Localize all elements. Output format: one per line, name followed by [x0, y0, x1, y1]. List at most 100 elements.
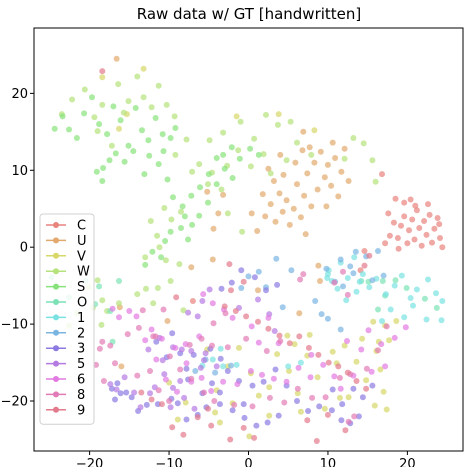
point-C-2: [390, 219, 397, 226]
point-8-27: [340, 268, 346, 275]
point-3-30: [174, 400, 181, 407]
point-S-44: [167, 228, 174, 235]
point-1-4: [391, 282, 398, 289]
point-2-23: [192, 368, 199, 374]
point-W-67: [99, 297, 106, 304]
point-8-5: [177, 366, 184, 373]
series-1: [199, 254, 446, 370]
point-3-35: [128, 394, 135, 401]
legend-box: [39, 213, 95, 425]
point-1-23: [220, 363, 227, 370]
point-9-2: [243, 313, 250, 320]
point-C-14: [423, 231, 430, 238]
point-5-14: [131, 389, 138, 396]
point-1-17: [297, 359, 304, 366]
series-V: [99, 65, 400, 440]
point-1-12: [401, 314, 408, 321]
point-W-25: [260, 151, 267, 158]
point-3-25: [229, 407, 236, 414]
point-8-7: [201, 389, 207, 396]
point-W-5: [115, 81, 122, 88]
point-C-20: [439, 244, 446, 251]
point-3-11: [260, 378, 267, 385]
point-1-21: [217, 345, 224, 352]
point-V-28: [359, 335, 366, 342]
point-8-13: [294, 385, 301, 392]
point-S-38: [247, 145, 254, 152]
y-tick-label: −20: [1, 395, 28, 410]
point-S-0: [51, 125, 58, 132]
point-W-31: [205, 181, 211, 188]
point-3-7: [217, 355, 224, 362]
point-S-13: [145, 137, 152, 144]
point-W-26: [247, 163, 254, 170]
point-2-21: [238, 285, 245, 291]
point-5-30: [191, 405, 198, 412]
point-W-56: [224, 210, 231, 217]
point-9-7: [296, 333, 303, 340]
point-U-10: [301, 192, 308, 199]
point-V-24: [370, 318, 377, 325]
point-O-4: [96, 283, 103, 290]
point-S-25: [155, 161, 162, 168]
legend-label-1: 1: [77, 311, 85, 326]
point-9-25: [180, 431, 187, 438]
point-3-21: [275, 412, 282, 419]
point-W-7: [134, 73, 141, 80]
point-V-10: [266, 384, 273, 391]
point-1-33: [344, 275, 351, 281]
series-U: [113, 55, 352, 370]
point-8-31: [222, 310, 229, 317]
point-W-45: [116, 300, 122, 307]
point-9-5: [276, 332, 283, 339]
point-W-44: [180, 307, 187, 314]
point-W-53: [369, 157, 376, 164]
point-5-10: [147, 390, 153, 397]
point-6-25: [200, 291, 207, 298]
y-tick-label: 20: [11, 87, 28, 102]
point-9-21: [251, 434, 258, 441]
point-S-46: [158, 254, 165, 261]
point-3-41: [169, 330, 176, 337]
point-9-23: [208, 422, 215, 429]
point-S-39: [255, 151, 262, 158]
point-5-21: [255, 296, 261, 303]
legend-label-C: C: [77, 219, 86, 234]
point-8-15: [322, 394, 329, 401]
point-U-11: [304, 170, 311, 177]
point-C-27: [425, 201, 431, 208]
point-5-8: [177, 378, 184, 384]
point-6-30: [255, 339, 262, 346]
point-3-2: [263, 287, 269, 294]
point-V-9: [255, 392, 262, 399]
point-W-40: [162, 257, 169, 264]
point-W-24: [308, 151, 315, 158]
point-W-1: [69, 96, 76, 103]
point-U-50: [317, 278, 323, 284]
legend-marker-5: [53, 360, 59, 367]
point-3-0: [238, 267, 245, 274]
point-5-23: [271, 328, 278, 334]
point-W-35: [178, 208, 184, 215]
point-W-11: [163, 101, 170, 108]
point-W-57: [189, 168, 196, 175]
point-9-31: [361, 262, 368, 269]
point-2-17: [273, 255, 280, 262]
point-1-8: [425, 276, 431, 283]
point-W-17: [220, 129, 227, 136]
point-8-0: [99, 338, 106, 345]
point-C-16: [429, 239, 435, 246]
point-1-11: [387, 306, 394, 313]
point-8-4: [166, 353, 173, 360]
legend-label-U: U: [77, 234, 87, 249]
point-S-20: [112, 150, 119, 157]
point-6-45: [337, 385, 344, 392]
point-8-1: [124, 331, 131, 338]
legend-marker-2: [53, 329, 59, 336]
point-8-46: [166, 398, 173, 404]
point-8-29: [297, 276, 304, 283]
point-8-24: [263, 348, 270, 354]
point-C-11: [416, 225, 423, 231]
point-O-10: [379, 278, 386, 284]
point-S-52: [213, 155, 220, 161]
